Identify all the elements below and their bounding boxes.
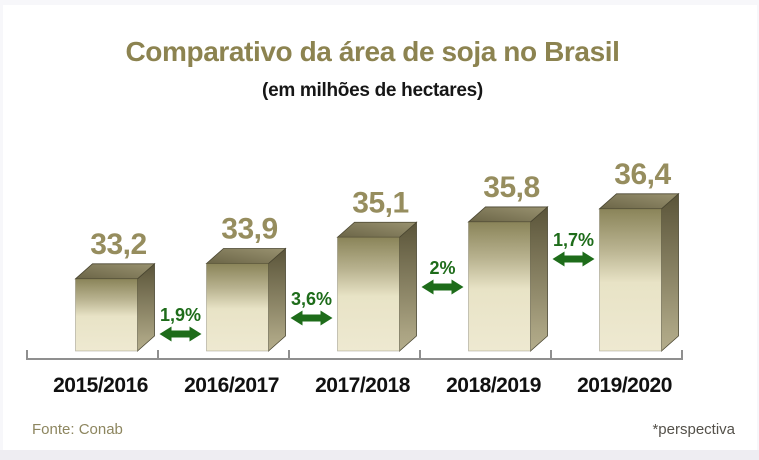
bar-front-face <box>468 221 531 352</box>
bar-side-face <box>530 206 548 352</box>
pct-change-label: 3,6% <box>291 289 332 309</box>
x-axis-label: 2015/2016 <box>53 374 148 397</box>
frame-edge <box>757 0 759 460</box>
perspective-note: *perspectiva <box>652 421 735 438</box>
pct-change-arrow-icon <box>552 251 595 267</box>
bar-side-face <box>661 192 679 352</box>
bar-value-label: 36,4 <box>614 158 671 191</box>
source-note: Fonte: Conab <box>32 421 123 438</box>
bar-value-label: 35,1 <box>352 186 408 219</box>
x-axis-label: 2018/2019 <box>446 374 541 397</box>
bar-front-face <box>599 208 662 352</box>
chart-title: Comparativo da área de soja no Brasil <box>125 36 620 67</box>
pct-change-arrow-icon <box>290 310 333 326</box>
pct-change-arrow-icon <box>421 279 464 295</box>
bar-side-face <box>399 221 417 352</box>
x-axis-label: 2017/2018 <box>315 374 411 397</box>
bar-side-face <box>268 247 286 352</box>
bar-value-label: 35,8 <box>483 171 539 204</box>
frame-edge <box>0 0 759 5</box>
pct-change-arrow-icon <box>159 326 202 342</box>
bar-value-label: 33,9 <box>221 213 277 246</box>
bar-front-face <box>206 263 269 352</box>
bar-value-label: 33,2 <box>90 228 146 261</box>
pct-change-label: 1,9% <box>160 305 201 325</box>
frame-edge <box>0 0 3 460</box>
pct-change-label: 1,7% <box>553 230 594 250</box>
bar-front-face <box>75 278 138 352</box>
chart-subtitle: (em milhões de hectares) <box>262 80 483 101</box>
pct-change-label: 2% <box>429 258 455 278</box>
frame-edge <box>0 450 759 460</box>
bar-front-face <box>337 236 400 352</box>
x-axis-label: 2016/2017 <box>184 374 279 397</box>
x-axis-label: 2019/2020 <box>577 374 672 397</box>
